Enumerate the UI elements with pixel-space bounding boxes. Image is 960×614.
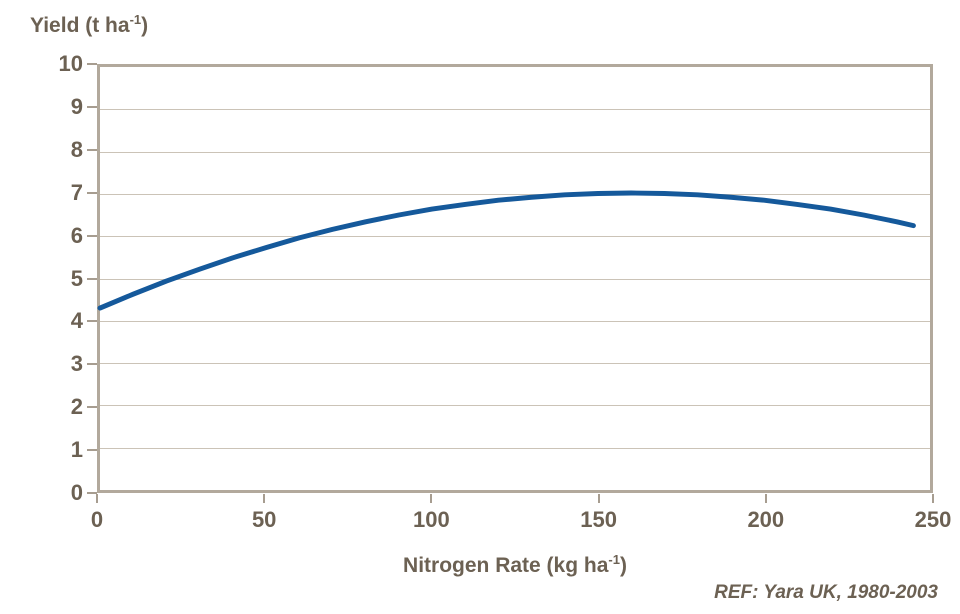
x-tick-mark-150 <box>597 494 600 503</box>
y-tick-label-8: 8 <box>70 136 83 162</box>
y-axis-title-close: ) <box>141 14 149 37</box>
gridline-y-2 <box>100 405 930 407</box>
y-tick-mark-9 <box>87 105 97 108</box>
x-tick-label-250: 250 <box>914 507 952 532</box>
y-tick-mark-0 <box>87 492 97 494</box>
y-tick-mark-7 <box>87 191 97 194</box>
plot-wrapper: 0 1 2 3 4 5 6 7 8 9 10 0 50 100 150 200 250 <box>59 51 952 532</box>
x-tick-label-200: 200 <box>747 507 785 532</box>
y-tick-label-5: 5 <box>70 265 83 291</box>
y-tick-label-2: 2 <box>70 394 83 420</box>
x-tick-mark-200 <box>764 494 767 503</box>
plot-area <box>97 64 933 493</box>
y-tick-mark-10 <box>87 63 97 65</box>
y-tick-mark-5 <box>87 277 97 280</box>
gridline-y-4 <box>100 320 930 322</box>
y-tick-mark-2 <box>87 406 97 409</box>
y-tick-label-10: 10 <box>58 51 83 76</box>
x-axis-title-text: Nitrogen Rate (kg ha <box>403 554 609 577</box>
gridline-y-3 <box>100 363 930 365</box>
x-tick-label-0: 0 <box>90 507 104 532</box>
y-tick-label-4: 4 <box>70 308 83 334</box>
yield-curve <box>97 190 916 311</box>
y-tick-label-1: 1 <box>70 437 83 463</box>
y-axis-title: Yield (t ha-1) <box>30 12 149 38</box>
gridline-y-1 <box>100 447 930 449</box>
y-tick-mark-6 <box>87 234 97 237</box>
x-tick-mark-100 <box>430 494 433 503</box>
y-tick-mark-8 <box>87 148 97 151</box>
x-tick-label-100: 100 <box>413 507 450 532</box>
y-tick-mark-4 <box>87 320 97 323</box>
gridline-y-8 <box>100 151 930 153</box>
x-tick-label-150: 150 <box>580 507 617 532</box>
x-axis-title-superscript: -1 <box>608 552 620 567</box>
y-axis-title-superscript: -1 <box>129 12 142 27</box>
y-tick-mark-1 <box>87 449 97 452</box>
x-axis-title: Nitrogen Rate (kg ha-1) <box>97 552 933 578</box>
y-axis-title-text: Yield (t ha <box>30 14 130 37</box>
yield-curve-canvas <box>97 190 916 311</box>
gridline-y-7 <box>100 193 930 195</box>
y-tick-label-6: 6 <box>70 222 83 248</box>
y-tick-label-9: 9 <box>70 93 83 119</box>
x-tick-mark-0 <box>96 494 98 503</box>
y-tick-label-0: 0 <box>70 480 83 505</box>
reference-note: REF: Yara UK, 1980-2003 <box>714 582 938 603</box>
y-tick-mark-3 <box>87 363 97 366</box>
gridline-y-6 <box>100 236 930 238</box>
y-tick-label-7: 7 <box>70 179 83 205</box>
x-axis-title-close: ) <box>619 554 627 577</box>
x-tick-mark-50 <box>263 494 266 503</box>
gridline-y-5 <box>100 278 930 280</box>
y-tick-label-3: 3 <box>70 351 83 377</box>
gridline-y-9 <box>100 109 930 111</box>
x-tick-label-50: 50 <box>251 507 277 532</box>
x-tick-mark-250 <box>932 494 934 503</box>
